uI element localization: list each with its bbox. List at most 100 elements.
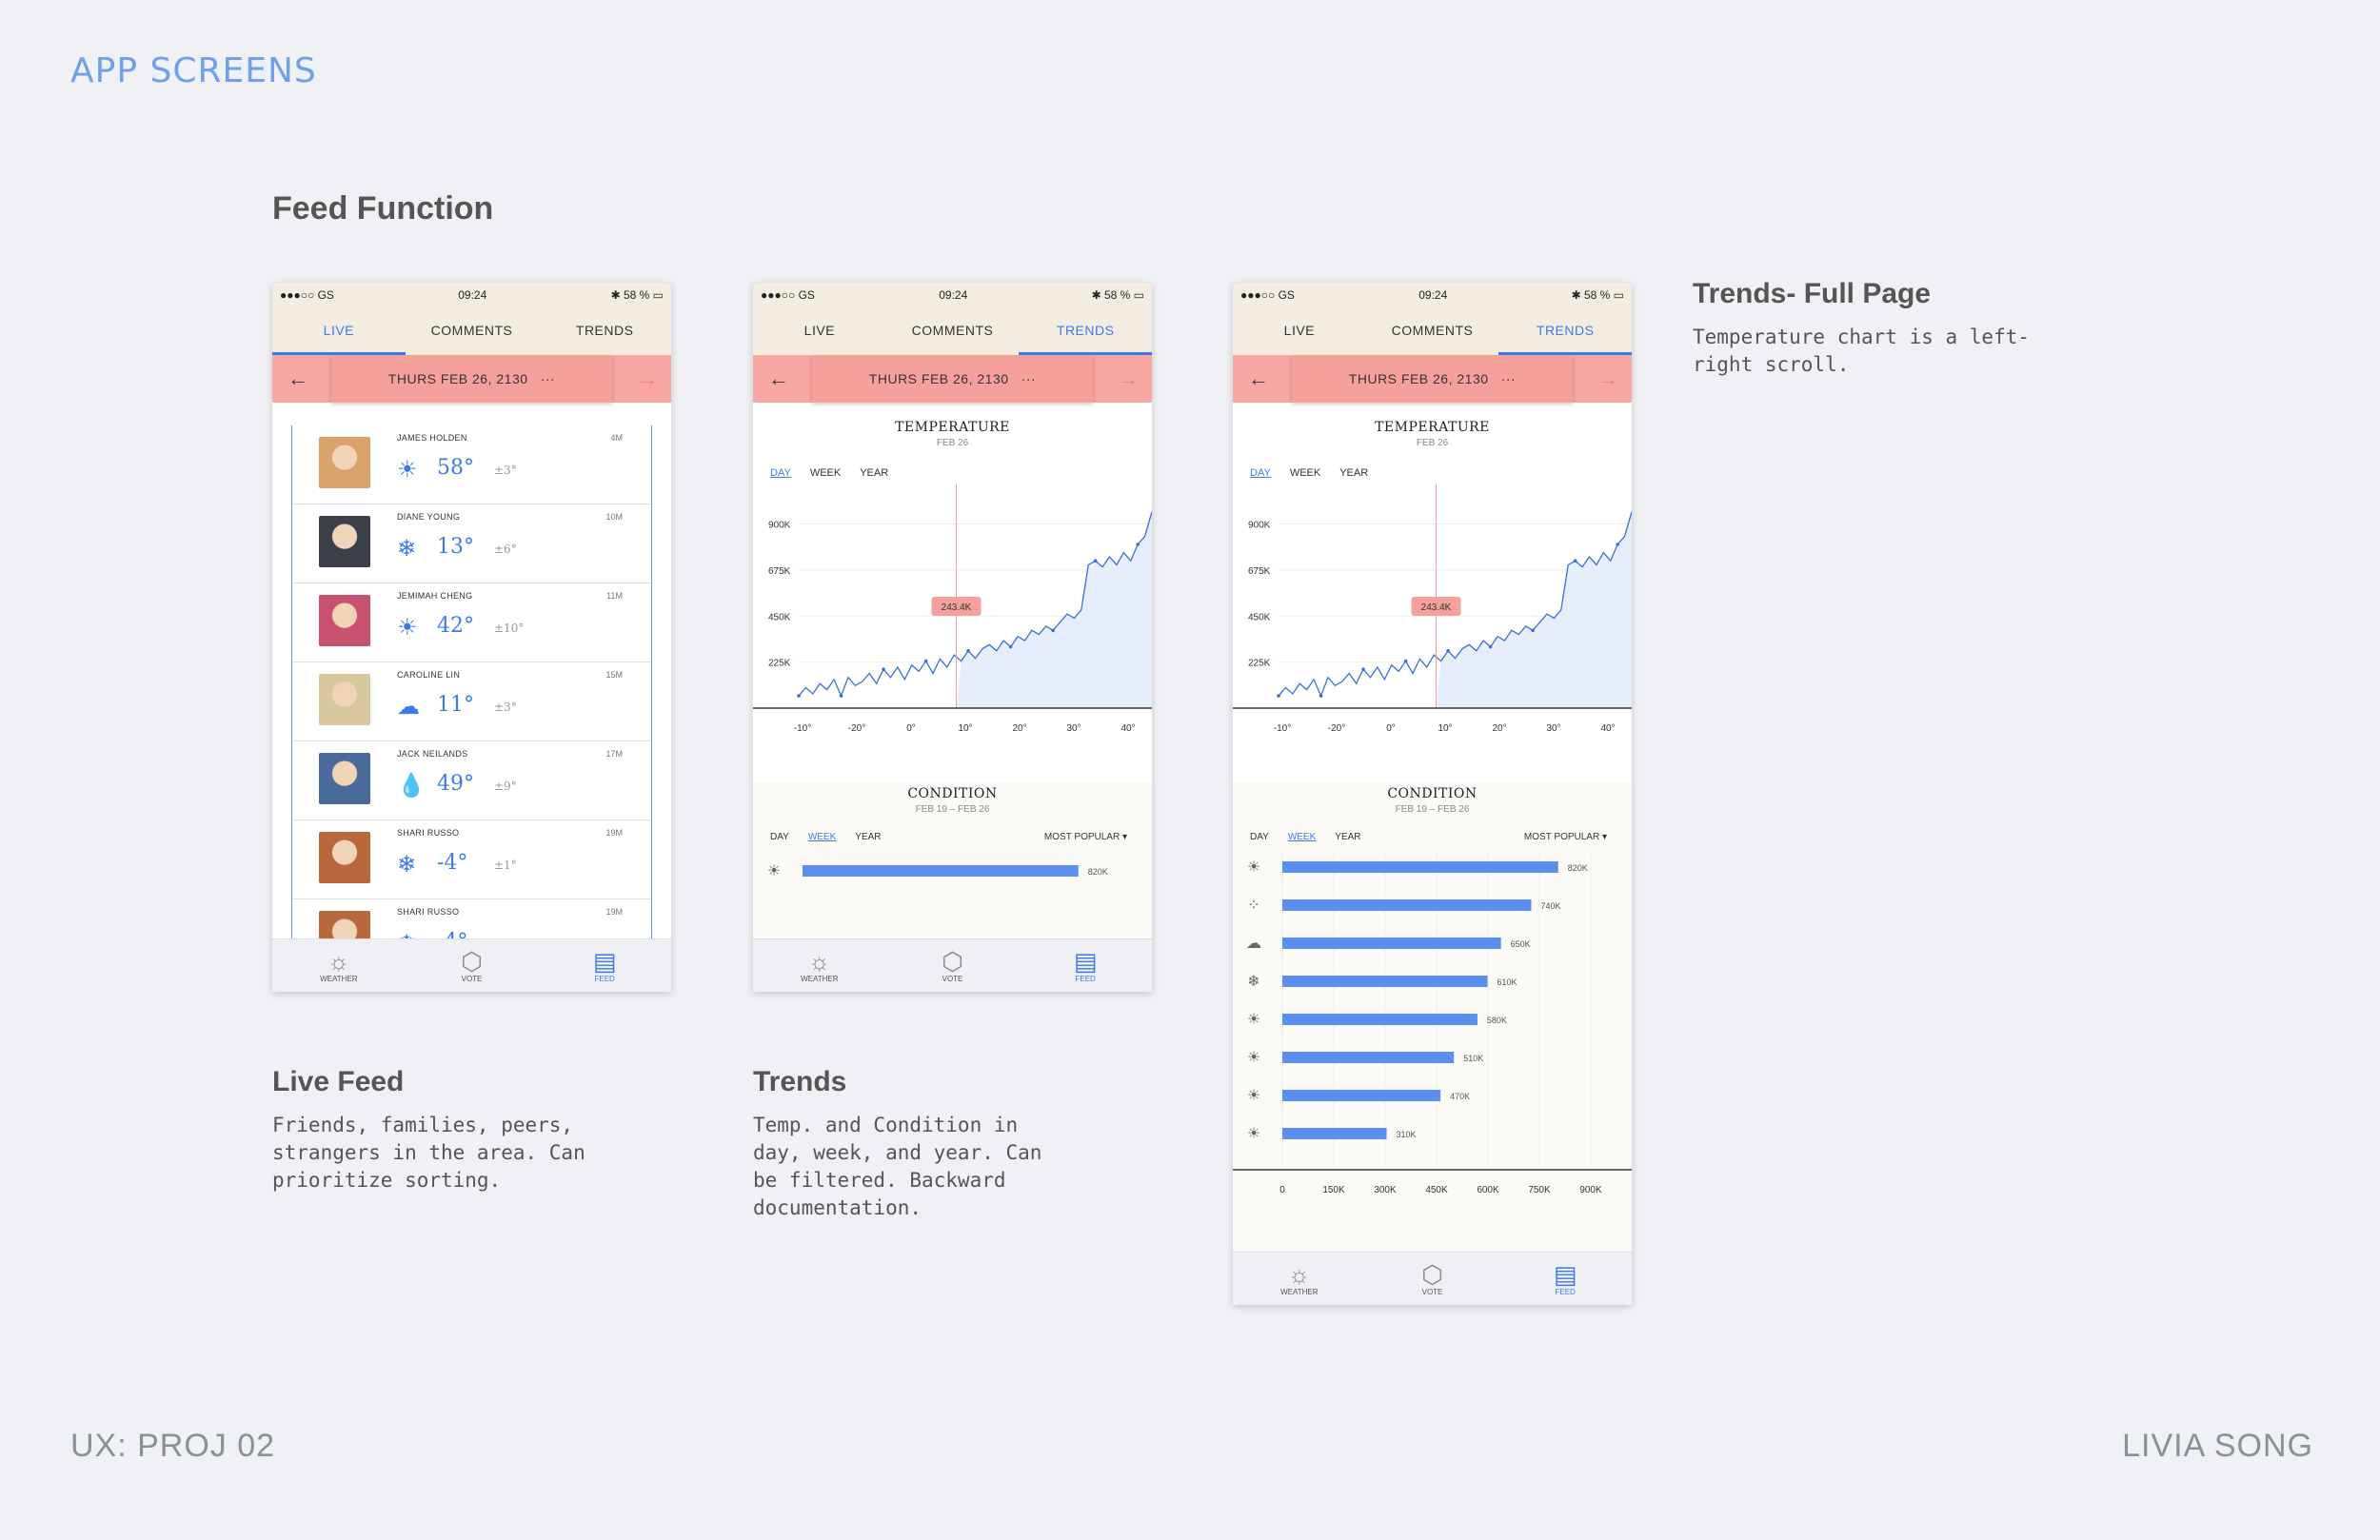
feed-user-name: SHARI RUSSO	[397, 828, 460, 838]
more-icon[interactable]: ···	[1500, 371, 1517, 386]
condition-subtitle: FEB 19 – FEB 26	[1395, 804, 1470, 815]
date-bar: ← THURS FEB 26, 2130 ··· →	[1233, 355, 1632, 403]
list-item[interactable]: JACK NEILANDS 17M 💧 49° ±9°	[292, 741, 651, 820]
date-selector[interactable]: THURS FEB 26, 2130 ···	[331, 355, 612, 403]
page-header: APP SCREENS	[70, 51, 317, 90]
filter-week[interactable]: WEEK	[809, 467, 842, 479]
tab-trends[interactable]: TRENDS	[1498, 307, 1632, 355]
avatar	[319, 753, 370, 804]
tab-trends[interactable]: TRENDS	[1019, 307, 1152, 355]
list-item[interactable]: DIANE YOUNG 10M ❄ 13° ±6°	[292, 504, 651, 583]
arrow-right-icon[interactable]: →	[637, 366, 658, 390]
y-tick-label: 900K	[1248, 521, 1271, 531]
date-label: THURS FEB 26, 2130	[868, 371, 1009, 386]
date-label: THURS FEB 26, 2130	[387, 371, 528, 386]
nav-feed[interactable]: ▤ FEED	[592, 947, 617, 983]
bar-value-label: 650K	[1511, 939, 1531, 949]
tab-bar: LIVE COMMENTS TRENDS	[753, 307, 1152, 355]
feed-range: ±9°	[494, 780, 517, 793]
date-selector[interactable]: THURS FEB 26, 2130 ···	[1292, 355, 1573, 403]
data-point	[1093, 559, 1098, 563]
condition-section: CONDITION FEB 19 – FEB 26 DAY WEEK YEAR …	[1233, 782, 1632, 1252]
feed-user-name: JAMES HOLDEN	[397, 433, 467, 443]
sun-icon: ☀	[1247, 1012, 1260, 1028]
x-tick-label: 10°	[958, 723, 972, 734]
tooltip-box	[1411, 597, 1461, 616]
temperature-chart[interactable]: 900K 675K 450K 225K 243.4K -10° -20° 0° 10° 20° 30…	[753, 484, 1152, 760]
tab-live[interactable]: LIVE	[1283, 322, 1316, 338]
nav-vote[interactable]: ⬡ VOTE	[461, 947, 483, 983]
list-item[interactable]: JAMES HOLDEN 4M ☀ 58° ±3°	[292, 425, 651, 504]
tab-trends[interactable]: TRENDS	[575, 322, 634, 338]
y-tick-label: 225K	[1248, 659, 1271, 669]
tab-comments[interactable]: COMMENTS	[911, 322, 994, 338]
cube-icon: ⬡	[942, 947, 963, 976]
more-icon[interactable]: ···	[1021, 371, 1037, 386]
filter-day[interactable]: DAY	[770, 832, 789, 842]
filter-year[interactable]: YEAR	[1339, 467, 1369, 479]
data-point	[1319, 694, 1323, 698]
x-tick-label: 150K	[1322, 1185, 1345, 1195]
arrow-right-icon[interactable]: →	[1118, 366, 1139, 390]
filter-day[interactable]: DAY	[770, 467, 791, 479]
clock-text: 09:24	[939, 288, 968, 302]
y-tick-label: 675K	[768, 566, 791, 577]
filter-week[interactable]: WEEK	[807, 832, 837, 842]
nav-vote[interactable]: ⬡ VOTE	[942, 947, 963, 983]
filter-day[interactable]: DAY	[1250, 832, 1269, 842]
list-item[interactable]: SHARI RUSSO 19M ❄ -4° ±1°	[292, 899, 651, 938]
temperature-section: TEMPERATURE FEB 26 DAY WEEK YEAR 900K 675…	[1233, 403, 1632, 760]
temperature-title: TEMPERATURE	[1375, 420, 1490, 435]
data-point	[882, 667, 885, 671]
more-icon[interactable]: ···	[540, 371, 556, 386]
tab-comments[interactable]: COMMENTS	[1391, 322, 1474, 338]
list-item[interactable]: JEMIMAH CHENG 11M ☀ 42° ±10°	[292, 583, 651, 662]
avatar	[319, 516, 370, 567]
nav-weather[interactable]: ☼ WEATHER	[320, 947, 358, 983]
filter-year[interactable]: YEAR	[1335, 832, 1361, 842]
nav-weather[interactable]: ☼ WEATHER	[1280, 1260, 1319, 1296]
filter-day[interactable]: DAY	[1250, 467, 1271, 479]
y-tick-label: 225K	[768, 659, 791, 669]
sun-outline-icon: ☼	[327, 947, 350, 976]
tooltip-label: 243.4K	[1421, 602, 1452, 613]
list-item[interactable]: SHARI RUSSO 19M ❄ -4° ±1°	[292, 820, 651, 899]
arrow-right-icon[interactable]: →	[1597, 366, 1618, 390]
nav-feed[interactable]: ▤ FEED	[1553, 1260, 1577, 1296]
avatar	[319, 832, 370, 883]
x-tick-label: 600K	[1477, 1185, 1499, 1195]
tab-bar: LIVE COMMENTS TRENDS	[1233, 307, 1632, 355]
tab-live[interactable]: LIVE	[272, 307, 406, 355]
nav-vote[interactable]: ⬡ VOTE	[1421, 1260, 1443, 1296]
x-tick-label: -10°	[1274, 723, 1291, 734]
tab-live[interactable]: LIVE	[803, 322, 836, 338]
filter-year[interactable]: YEAR	[855, 832, 882, 842]
sun-icon: ☀	[1247, 859, 1260, 876]
filter-week[interactable]: WEEK	[1289, 467, 1321, 479]
filter-year[interactable]: YEAR	[860, 467, 889, 479]
temperature-chart[interactable]: 900K 675K 450K 225K 243.4K -10° -20° 0° 10° 20° 30…	[1233, 484, 1632, 760]
arrow-left-icon[interactable]: ←	[1248, 366, 1269, 390]
temperature-section: TEMPERATURE FEB 26 DAY WEEK YEAR 900K 675…	[753, 403, 1152, 760]
battery-text: ✱ 58 % ▭	[610, 288, 664, 302]
snow-icon: ❄	[397, 930, 416, 938]
nav-weather[interactable]: ☼ WEATHER	[801, 947, 839, 983]
x-tick-label: -20°	[848, 723, 865, 734]
sort-dropdown[interactable]: MOST POPULAR ▾	[1523, 832, 1607, 842]
sort-dropdown[interactable]: MOST POPULAR ▾	[1043, 832, 1127, 842]
nav-feed[interactable]: ▤ FEED	[1073, 947, 1098, 983]
feed-temperature: 11°	[437, 693, 474, 717]
tab-comments[interactable]: COMMENTS	[430, 322, 513, 338]
carrier-text: ●●●○○ GS	[1240, 288, 1295, 302]
x-tick-label: 300K	[1374, 1185, 1397, 1195]
list-item[interactable]: CAROLINE LIN 15M ☁ 11° ±3°	[292, 662, 651, 741]
x-tick-label: 0°	[1386, 723, 1396, 734]
y-tick-label: 675K	[1248, 566, 1271, 577]
arrow-left-icon[interactable]: ←	[288, 366, 308, 390]
date-selector[interactable]: THURS FEB 26, 2130 ···	[812, 355, 1093, 403]
caption-live: Live Feed Friends, families, peers, stra…	[272, 1066, 672, 1194]
data-point	[1136, 543, 1140, 546]
filter-week[interactable]: WEEK	[1287, 832, 1317, 842]
tooltip-box	[931, 597, 982, 616]
arrow-left-icon[interactable]: ←	[768, 366, 789, 390]
